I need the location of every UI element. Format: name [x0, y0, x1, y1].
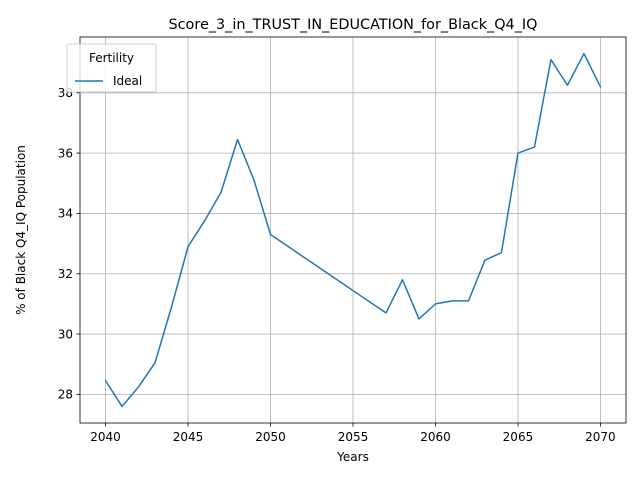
- x-tick-label: 2045: [173, 430, 204, 444]
- legend-title: Fertility: [89, 51, 134, 65]
- x-tick-label: 2055: [338, 430, 369, 444]
- y-tick-label: 30: [58, 327, 73, 341]
- x-axis-title: Years: [336, 450, 369, 464]
- legend: Fertility Ideal: [66, 43, 157, 93]
- legend-label-ideal: Ideal: [113, 74, 142, 88]
- x-tick-label: 2065: [503, 430, 534, 444]
- series-layer: [104, 52, 602, 408]
- y-tick-label: 36: [58, 146, 73, 160]
- grid: [80, 37, 626, 423]
- legend-box: [66, 43, 157, 93]
- series-line-ideal: [104, 52, 602, 408]
- chart-title: Score_3_in_TRUST_IN_EDUCATION_for_Black_…: [169, 17, 538, 33]
- y-tick-label: 34: [58, 207, 73, 221]
- x-tick-label: 2050: [255, 430, 286, 444]
- y-tick-label: 28: [58, 388, 73, 402]
- x-tick-label: 2070: [585, 430, 616, 444]
- y-axis-title: % of Black Q4_IQ Population: [14, 145, 28, 315]
- y-tick-label: 32: [58, 267, 73, 281]
- x-tick-label: 2040: [90, 430, 121, 444]
- x-tick-label: 2060: [420, 430, 451, 444]
